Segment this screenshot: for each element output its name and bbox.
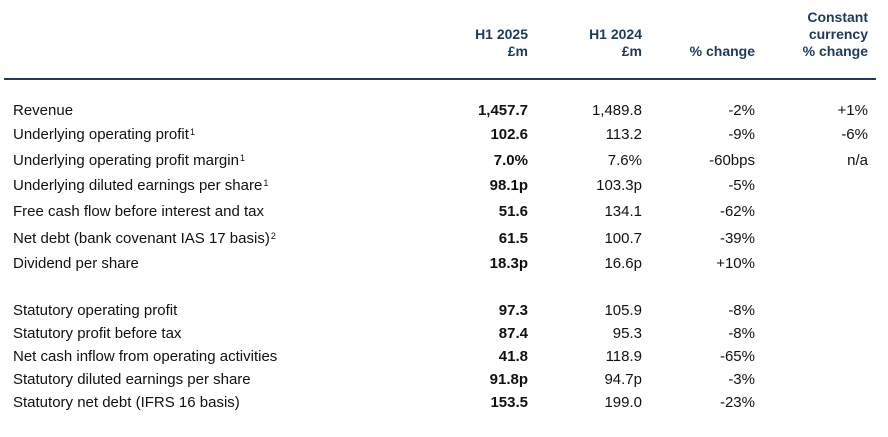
header-h1-2024: H1 2024 £m <box>589 26 642 60</box>
row-label: Underlying diluted earnings per share1 <box>13 175 268 197</box>
row-label-text: Statutory net debt (IFRS 16 basis) <box>13 394 240 411</box>
header-cc-change-line3: % change <box>802 43 868 59</box>
table-row: Free cash flow before interest and tax 5… <box>0 201 888 223</box>
cell-pct-change: -60bps <box>709 152 755 169</box>
cell-h1-2024: 113.2 <box>605 126 642 143</box>
cell-h1-2025: 97.3 <box>498 302 528 319</box>
row-label: Net cash inflow from operating activitie… <box>13 346 277 368</box>
header-pct-change: % change <box>690 43 755 60</box>
cell-pct-change: -3% <box>728 371 755 388</box>
table-row: Statutory net debt (IFRS 16 basis) 153.5… <box>0 392 888 414</box>
cell-h1-2024: 105.9 <box>604 302 642 319</box>
cell-pct-change: -8% <box>728 302 755 319</box>
cell-pct-change: -2% <box>728 102 755 119</box>
header-h1-2025-unit: £m <box>507 43 528 59</box>
row-label: Statutory profit before tax <box>13 323 181 345</box>
cell-h1-2024: 103.3p <box>596 177 642 194</box>
row-label: Statutory operating profit <box>13 300 177 322</box>
cell-h1-2024: 100.7 <box>604 230 642 247</box>
header-h1-2025-line: H1 2025 <box>475 26 528 42</box>
row-label-text: Free cash flow before interest and tax <box>13 203 264 220</box>
cell-cc-change: -6% <box>841 126 868 143</box>
cell-h1-2025: 41.8 <box>498 348 528 365</box>
header-h1-2024-line: H1 2024 <box>589 26 642 42</box>
cell-h1-2024: 7.6% <box>607 152 642 169</box>
header-pct-change-line: % change <box>689 43 755 59</box>
cell-h1-2024: 1,489.8 <box>591 102 642 119</box>
cell-cc-change: n/a <box>847 152 868 169</box>
row-label-text: Revenue <box>13 102 74 119</box>
header-cc-change: Constant currency % change <box>803 9 868 60</box>
cell-pct-change: -65% <box>719 348 755 365</box>
cell-pct-change: +10% <box>716 255 755 272</box>
row-label-text: Underlying operating profit <box>13 126 189 143</box>
row-label: Net debt (bank covenant IAS 17 basis)2 <box>13 228 276 250</box>
cell-h1-2025: 1,457.7 <box>477 102 528 119</box>
table-row: Statutory operating profit 97.3 105.9 -8… <box>0 300 888 322</box>
cell-h1-2024: 16.6p <box>604 255 642 272</box>
footnote-marker: 1 <box>189 127 195 137</box>
row-label-text: Statutory profit before tax <box>13 325 182 342</box>
row-label-text: Statutory operating profit <box>13 302 178 319</box>
cell-pct-change: -8% <box>728 325 755 342</box>
header-h1-2025: H1 2025 £m <box>475 26 528 60</box>
row-label: Dividend per share <box>13 253 139 275</box>
cell-cc-change: +1% <box>837 102 868 119</box>
cell-h1-2025: 87.4 <box>498 325 528 342</box>
row-label-text: Underlying operating profit margin <box>13 152 239 169</box>
cell-h1-2024: 94.7p <box>604 371 642 388</box>
cell-pct-change: -23% <box>719 394 755 411</box>
cell-pct-change: -62% <box>719 203 755 220</box>
table-row: Underlying operating profit margin1 7.0%… <box>0 150 888 172</box>
row-label-text: Underlying diluted earnings per share <box>13 177 263 194</box>
row-label-text: Dividend per share <box>13 255 139 272</box>
table-row: Revenue 1,457.7 1,489.8 -2% +1% <box>0 100 888 122</box>
header-cc-change-line1: Constant <box>807 9 868 25</box>
cell-h1-2025: 91.8p <box>489 371 528 388</box>
table-row: Dividend per share 18.3p 16.6p +10% <box>0 253 888 275</box>
footnote-marker: 1 <box>239 153 245 163</box>
cell-pct-change: -5% <box>728 177 755 194</box>
footnote-marker: 2 <box>270 231 276 241</box>
row-label-text: Net cash inflow from operating activitie… <box>13 348 278 365</box>
header-cc-change-line2: currency <box>808 26 868 42</box>
row-label: Statutory net debt (IFRS 16 basis) <box>13 392 240 414</box>
table-row: Underlying diluted earnings per share1 9… <box>0 175 888 197</box>
cell-h1-2024: 95.3 <box>612 325 642 342</box>
header-h1-2024-unit: £m <box>621 43 642 59</box>
cell-h1-2025: 18.3p <box>489 255 528 272</box>
table-row: Underlying operating profit1 102.6 113.2… <box>0 124 888 146</box>
row-label-text: Net debt (bank covenant IAS 17 basis) <box>13 230 270 247</box>
table-row: Net debt (bank covenant IAS 17 basis)2 6… <box>0 228 888 250</box>
table-row: Statutory profit before tax 87.4 95.3 -8… <box>0 323 888 345</box>
row-label-text: Statutory diluted earnings per share <box>13 371 251 388</box>
row-label: Underlying operating profit1 <box>13 124 195 146</box>
cell-h1-2024: 199.0 <box>604 394 642 411</box>
cell-h1-2025: 102.6 <box>490 126 528 143</box>
cell-h1-2025: 51.6 <box>498 203 528 220</box>
cell-pct-change: -39% <box>719 230 755 247</box>
table-row: Statutory diluted earnings per share 91.… <box>0 369 888 391</box>
footnote-marker: 1 <box>263 178 269 188</box>
cell-h1-2024: 118.9 <box>605 348 642 365</box>
row-label: Revenue <box>13 100 73 122</box>
cell-h1-2025: 7.0% <box>493 152 528 169</box>
table-row: Net cash inflow from operating activitie… <box>0 346 888 368</box>
cell-h1-2025: 61.5 <box>498 230 528 247</box>
row-label: Free cash flow before interest and tax <box>13 201 264 223</box>
row-label: Underlying operating profit margin1 <box>13 150 245 172</box>
cell-h1-2024: 134.1 <box>604 203 642 220</box>
cell-pct-change: -9% <box>728 126 755 143</box>
cell-h1-2025: 153.5 <box>490 394 528 411</box>
row-label: Statutory diluted earnings per share <box>13 369 251 391</box>
header-divider <box>4 78 876 80</box>
cell-h1-2025: 98.1p <box>489 177 528 194</box>
